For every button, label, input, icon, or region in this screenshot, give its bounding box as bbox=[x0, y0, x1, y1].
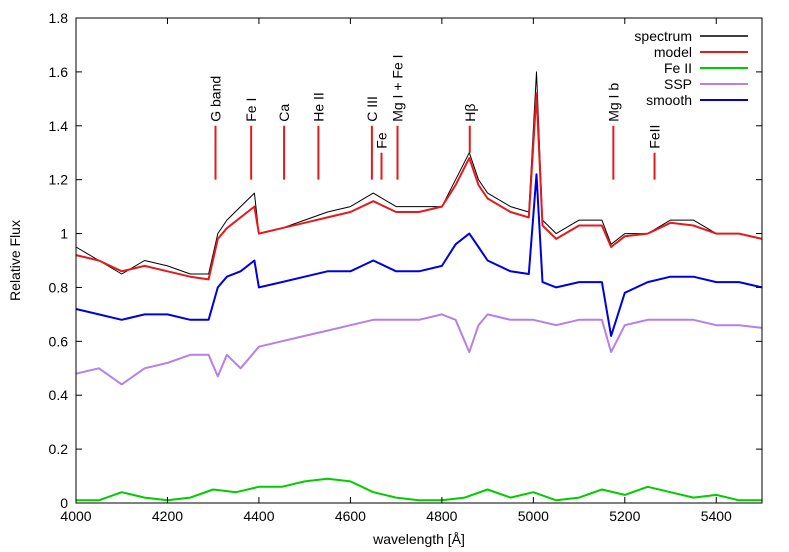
x-tick-label: 4800 bbox=[426, 508, 457, 524]
plot-frame bbox=[75, 17, 763, 504]
legend-label: SSP bbox=[664, 76, 692, 92]
y-tick-label: 1.2 bbox=[49, 172, 69, 188]
x-axis: 4000 4200 4400 4600 4800 5000 5200 5400 bbox=[60, 18, 732, 524]
legend-label: spectrum bbox=[634, 28, 692, 44]
line-marker-label: Ca bbox=[276, 104, 292, 122]
y-tick-label: 0.6 bbox=[49, 333, 69, 349]
line-marker-label: Fe bbox=[373, 132, 389, 149]
y-tick-label: 0 bbox=[60, 495, 68, 511]
x-tick-label: 4000 bbox=[60, 508, 91, 524]
y-tick-label: 1.4 bbox=[49, 118, 69, 134]
line-marker-label: Hβ bbox=[462, 104, 478, 122]
x-tick-label: 5200 bbox=[609, 508, 640, 524]
y-tick-label: 1.6 bbox=[49, 64, 69, 80]
y-axis: 0 0.2 0.4 0.6 0.8 1 1.2 1.4 1.6 1.8 bbox=[49, 10, 762, 511]
y-tick-label: 1.8 bbox=[49, 10, 69, 26]
line-marker-label: Mg I + Fe I bbox=[390, 54, 406, 121]
line-marker-label: G band bbox=[207, 76, 223, 122]
line-marker-label: Fe I bbox=[243, 98, 259, 122]
series-line-smooth bbox=[75, 173, 763, 337]
y-tick-label: 0.2 bbox=[49, 441, 69, 457]
x-tick-label: 5400 bbox=[701, 508, 732, 524]
legend-label: smooth bbox=[646, 92, 692, 108]
legend-label: Fe II bbox=[664, 60, 692, 76]
series-line-model bbox=[75, 92, 763, 281]
x-tick-label: 4600 bbox=[335, 508, 366, 524]
series-line-fe-ii bbox=[76, 477, 762, 502]
x-tick-label: 5000 bbox=[518, 508, 549, 524]
y-tick-label: 0.8 bbox=[49, 279, 69, 295]
line-marker-label: FeII bbox=[647, 125, 663, 149]
x-tick-label: 4400 bbox=[243, 508, 274, 524]
x-axis-label: wavelength [Å] bbox=[372, 531, 465, 547]
x-tick-label: 4200 bbox=[152, 508, 183, 524]
line-marker-label: C III bbox=[364, 96, 380, 122]
line-marker-label: Mg I b bbox=[605, 83, 621, 122]
y-tick-label: 0.4 bbox=[49, 387, 69, 403]
y-axis-label: Relative Flux bbox=[7, 220, 23, 301]
line-marker-label: He II bbox=[310, 92, 326, 122]
series-line-ssp bbox=[75, 313, 763, 386]
legend-label: model bbox=[654, 44, 692, 60]
series-layer bbox=[75, 71, 763, 502]
y-tick-label: 1 bbox=[60, 226, 68, 242]
